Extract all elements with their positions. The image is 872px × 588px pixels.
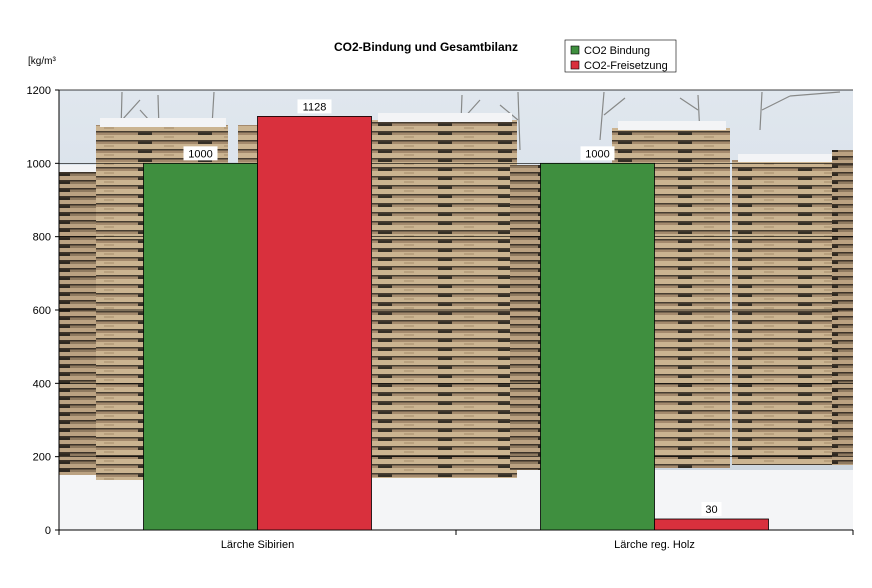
y-ticks: 0 200 400 600 800 1000 1200 (27, 85, 59, 537)
legend-box (564, 39, 677, 73)
y-tick-label: 1000 (27, 158, 51, 170)
data-label: 1000 (585, 148, 609, 160)
y-tick-label: 0 (45, 525, 51, 537)
y-axis-label: [kg/m³ (28, 56, 56, 67)
bar-co2-bindung-1 (540, 162, 655, 531)
data-label-bg (297, 99, 332, 114)
y-tick-label: 600 (33, 305, 51, 317)
category-labels: Lärche Sibirien Lärche reg. Holz (58, 530, 854, 551)
bar-co2-freisetzung-0 (257, 116, 372, 531)
data-labels: 1000 1128 1000 30 (183, 99, 722, 516)
data-label: 1128 (303, 101, 327, 113)
legend-label: CO2 Bindung (584, 45, 650, 57)
legend-swatch (570, 45, 580, 55)
category-label: Lärche reg. Holz (614, 539, 695, 551)
y-tick-label: 200 (33, 452, 51, 464)
y-tick-label: 1200 (27, 85, 51, 97)
chart-title: CO2-Bindung und Gesamtbilanz (334, 40, 518, 54)
legend: CO2 Bindung CO2-Freisetzung (564, 39, 677, 73)
bar-co2-bindung-0 (143, 162, 258, 531)
y-tick-label: 400 (33, 378, 51, 390)
legend-swatch (570, 60, 580, 70)
bars (143, 116, 769, 531)
data-label: 30 (705, 504, 717, 516)
bar-co2-freisetzung-1 (654, 518, 769, 531)
y-tick-label: 800 (33, 232, 51, 244)
data-label-bg (580, 146, 615, 161)
data-label: 1000 (188, 148, 212, 160)
data-label-bg (701, 502, 722, 516)
category-label: Lärche Sibirien (221, 539, 294, 551)
data-label-bg (183, 146, 218, 161)
legend-label: CO2-Freisetzung (584, 60, 668, 72)
